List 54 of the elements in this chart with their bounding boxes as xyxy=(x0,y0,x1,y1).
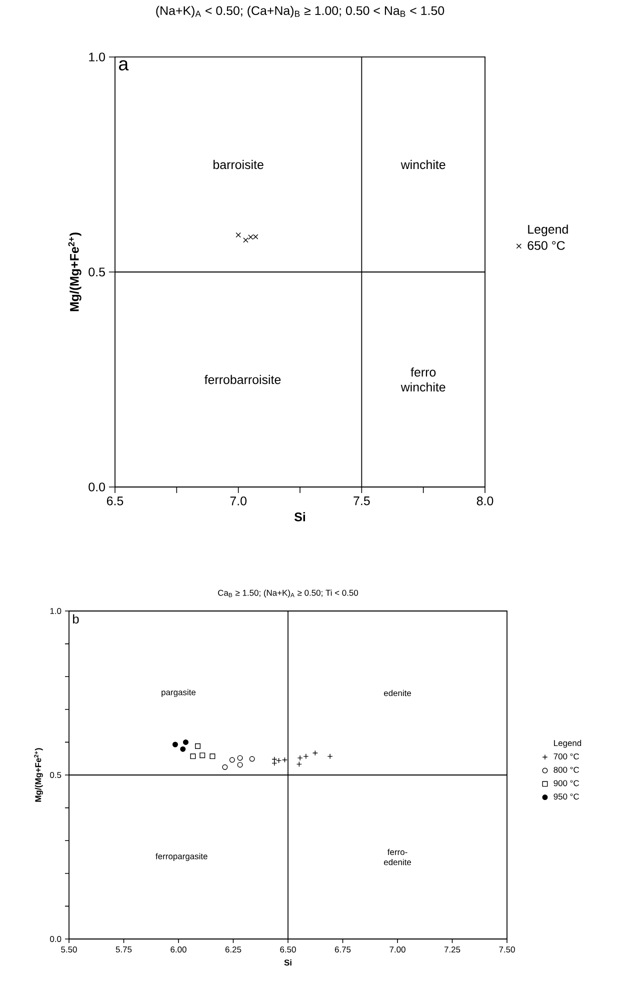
annotation: b xyxy=(73,614,79,624)
x-axis-title: Si xyxy=(294,512,306,522)
point xyxy=(237,755,243,761)
annotation: barroisite xyxy=(214,160,264,170)
x-tick-label: 5.75 xyxy=(116,946,132,952)
x-axis-title: Si xyxy=(284,959,292,966)
x-tick-label: 6.00 xyxy=(170,946,186,953)
legend-label: 650 °C xyxy=(528,241,565,250)
x-tick-label: 7.5 xyxy=(354,496,370,506)
annotation: ferrobarroisite xyxy=(204,374,281,384)
chart-title: (Na+K)$_{A}$ < 0.50; (Ca+Na)$_{B}$ ≥ 1.00; 0.50 < Na$_{B}$ < 1.50 xyxy=(156,6,444,18)
point xyxy=(180,746,186,752)
annotation: ferro winchite xyxy=(400,367,446,392)
x-tick-label: 7.50 xyxy=(499,946,515,953)
annotation: ferro-edenite xyxy=(384,848,412,866)
x-tick-label: 8.0 xyxy=(476,496,494,506)
y-tick-label: 0.5 xyxy=(50,772,62,778)
y-tick-label: 1.0 xyxy=(50,608,62,614)
point xyxy=(229,757,235,763)
x-tick-label: 5.50 xyxy=(61,946,77,953)
legend-label: 900 °C xyxy=(554,780,580,786)
point xyxy=(222,764,228,770)
point xyxy=(200,752,206,758)
x-tick-label: 6.25 xyxy=(225,946,242,953)
x-tick-label: 7.00 xyxy=(390,946,406,953)
annotation: a xyxy=(118,60,129,70)
legend-label: 700 °C xyxy=(554,753,580,760)
point xyxy=(249,756,255,762)
point xyxy=(195,743,201,749)
point xyxy=(190,754,196,760)
legend-label: 800 °C xyxy=(554,766,580,773)
annotation: pargasite xyxy=(162,689,196,697)
x-tick-label: 7.0 xyxy=(230,496,247,506)
legend-title: Legend xyxy=(554,740,582,748)
legend-label: 950 °C xyxy=(554,794,580,800)
chart-title: Ca$_{B}$ ≥ 1.50; (Na+K)$_{A}$ ≥ 0.50; Ti < 0.50 xyxy=(218,590,358,598)
point xyxy=(182,739,188,745)
annotation: ferropargasite xyxy=(156,853,208,861)
y-tick-label: 0.0 xyxy=(50,936,62,942)
y-tick-label: 0.5 xyxy=(88,268,105,276)
y-axis-title: Mg/(Mg+Fe$^{2+}$) xyxy=(34,748,43,802)
x-tick-label: 6.75 xyxy=(334,946,351,953)
annotation: edenite xyxy=(384,690,412,696)
x-tick-label: 6.50 xyxy=(280,946,296,953)
point xyxy=(210,754,216,760)
y-axis-title: Mg/(Mg+Fe$^{2+}$) xyxy=(68,232,82,312)
point xyxy=(237,762,243,768)
y-tick-label: 1.0 xyxy=(89,52,105,62)
annotation: winchite xyxy=(400,160,446,170)
point xyxy=(172,742,178,748)
legend-title: Legend xyxy=(528,224,568,236)
y-tick-label: 0.0 xyxy=(88,482,105,492)
x-tick-label: 6.5 xyxy=(106,496,124,506)
x-tick-label: 7.25 xyxy=(444,946,460,953)
